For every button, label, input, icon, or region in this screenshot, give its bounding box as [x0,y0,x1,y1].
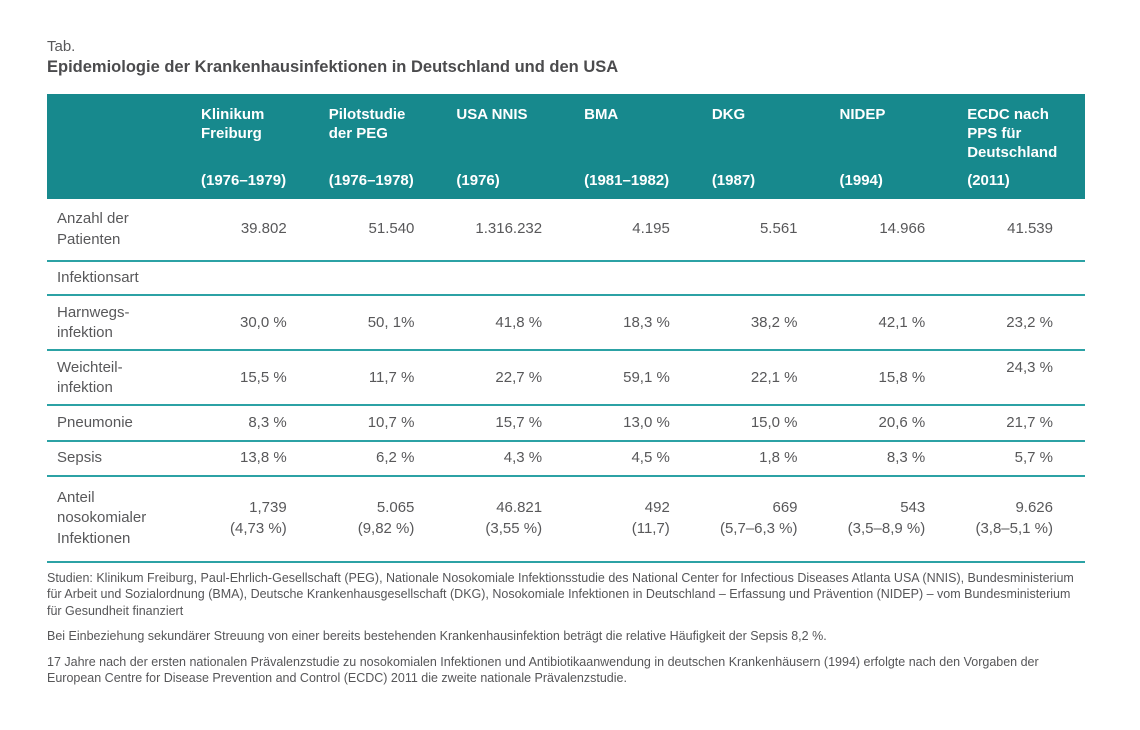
table-cell: 51.540 [318,199,447,262]
table-cell: 543 (3,5–8,9 %) [829,475,958,563]
column-name: Pilotstudie der PEG [328,106,406,142]
table-cell: 9.626 (3,8–5,1 %) [957,475,1085,563]
table-cell: 6,2 % [318,441,447,477]
column-name: ECDC nach PPS für Deutschland [967,106,1058,161]
column-header: USA NNIS (1976) [446,94,575,199]
table-row: Anteil nosokomialer Infektionen 1,739 (4,… [47,475,1085,563]
row-label: Harnwegs- infektion [47,295,191,352]
table-cell: 669 (5,7–6,3 %) [701,475,830,563]
table-cell: 13,0 % [574,405,702,443]
table-cell: 5.065 (9,82 %) [318,475,447,563]
column-header: Pilotstudie der PEG (1976–1978) [318,94,447,199]
table-cell: 13,8 % [191,441,319,477]
table-cell: 20,6 % [829,405,958,443]
epidemiology-table: Klinikum Freiburg (1976–1979) Pilotstudie … [47,94,1085,563]
table-body: Anzahl der Patienten 39.802 51.540 1.316.23… [47,199,1085,563]
table-cell: 21,7 % [957,405,1085,443]
column-header: Klinikum Freiburg (1976–1979) [191,94,319,199]
column-period: (1976) [456,172,500,189]
table-row: Infektionsart [47,261,1085,297]
column-name: Klinikum Freiburg [201,106,265,142]
table-cell: 23,2 % [957,295,1085,352]
table-kicker: Tab. [47,38,76,55]
column-period: (1987) [711,172,756,189]
table-cell: 15,7 % [446,405,575,443]
table-cell: 4,5 % [574,441,702,477]
table-row: Weichteil- infektion 15,5 % 11,7 % 22,7 % 59… [47,350,1085,407]
table-row: Anzahl der Patienten 39.802 51.540 1.316.23… [47,199,1085,262]
table-cell: 18,3 % [574,295,702,352]
column-name: NIDEP [839,106,886,123]
footnote-sepsis-note: Bei Einbeziehung sekundärer Streuung von… [47,629,827,643]
row-label: Pneumonie [47,405,191,443]
table-cell: 1,739 (4,73 %) [191,475,319,563]
column-period: (2011) [967,172,1010,189]
table-cell: 8,3 % [829,441,958,477]
column-header: DKG (1987) [701,94,830,199]
table-cell: 4.195 [574,199,702,262]
table-cell: 41,8 % [446,295,575,352]
column-name: USA NNIS [456,106,528,123]
table-cell: 11,7 % [318,350,447,407]
table-cell: 492 (11,7) [574,475,702,563]
table-cell: 24,3 % [957,350,1085,407]
table-cell: 38,2 % [701,295,830,352]
header-spacer [47,94,191,199]
header-row: Klinikum Freiburg (1976–1979) Pilotstudie … [47,94,1085,199]
row-label: Weichteil- infektion [47,350,191,407]
table-cell: 1,8 % [701,441,830,477]
column-period: (1994) [839,172,883,189]
table-cell: 30,0 % [191,295,319,352]
column-name: BMA [584,106,619,123]
column-header: ECDC nach PPS für Deutschland (2011) [957,94,1085,199]
row-label: Anzahl der Patienten [47,199,191,262]
table-cell: 5.561 [701,199,830,262]
table-cell: 50, 1% [318,295,447,352]
table-cell: 15,8 % [829,350,958,407]
column-period: (1976–1979) [201,172,287,189]
table-cell: 10,7 % [318,405,447,443]
table-cell: 59,1 % [574,350,702,407]
column-header: NIDEP (1994) [829,94,958,199]
table-cell: 1.316.232 [446,199,575,262]
table-row: Harnwegs- infektion 30,0 % 50, 1% 41,8 % 18,… [47,295,1085,352]
row-label: Infektionsart [47,261,1085,297]
footnotes: Studien: Klinikum Freiburg, Paul-Ehrlich… [47,563,1085,687]
row-label: Sepsis [47,441,191,477]
column-header: BMA (1981–1982) [574,94,702,199]
table-cell: 4,3 % [446,441,575,477]
column-period: (1976–1978) [328,172,414,189]
table-cell: 8,3 % [191,405,319,443]
table-row: Pneumonie 8,3 % 10,7 % 15,7 % 13,0 % 15,0 % 20… [47,405,1085,443]
table-cell: 22,1 % [701,350,830,407]
column-name: DKG [711,106,746,123]
table-cell: 15,0 % [701,405,830,443]
table-cell: 42,1 % [829,295,958,352]
table-cell: 15,5 % [191,350,319,407]
page-title: Epidemiologie der Krankenhausinfektionen… [47,58,619,76]
table-cell: 41.539 [957,199,1085,262]
footnote-studies: Studien: Klinikum Freiburg, Paul-Ehrlich… [47,570,1074,618]
table-cell: 22,7 % [446,350,575,407]
table-cell: 39.802 [191,199,319,262]
row-label: Anteil nosokomialer Infektionen [47,475,191,563]
table-cell: 46.821 (3,55 %) [446,475,575,563]
table-cell: 14.966 [829,199,958,262]
table-row: Sepsis 13,8 % 6,2 % 4,3 % 4,5 % 1,8 % 8,3 % 5,7… [47,441,1085,477]
table-cell: 5,7 % [957,441,1085,477]
footnote-ecdc-note: 17 Jahre nach der ersten nationalen Präv… [47,654,1039,686]
table-header: Klinikum Freiburg (1976–1979) Pilotstudie … [47,94,1085,199]
column-period: (1981–1982) [584,172,670,189]
